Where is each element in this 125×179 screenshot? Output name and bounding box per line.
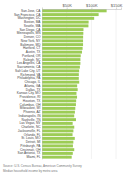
tick-mark — [67, 8, 68, 10]
tick: $50K — [63, 3, 73, 10]
bar — [42, 36, 83, 39]
grid-line — [66, 9, 67, 159]
bar — [42, 107, 75, 110]
axis-line — [42, 10, 43, 160]
bar — [42, 17, 94, 20]
chart: $50K $100K $150K San Jose, CASan Francisco,… — [0, 0, 125, 179]
bar — [42, 21, 89, 24]
bar — [42, 32, 83, 35]
bar — [42, 126, 74, 129]
bar — [42, 43, 83, 46]
tick-label: $50K — [63, 3, 73, 8]
grid — [67, 9, 116, 159]
bar — [42, 39, 83, 42]
bar — [42, 54, 81, 57]
tick-label: $100K — [86, 3, 98, 8]
bar — [42, 81, 79, 84]
bar — [42, 144, 73, 147]
bar — [42, 133, 73, 136]
bar — [42, 141, 73, 144]
bar — [42, 92, 76, 95]
bar — [42, 88, 78, 91]
axis-line — [43, 8, 122, 10]
bar — [42, 152, 73, 155]
bar — [42, 114, 74, 117]
bar — [42, 69, 79, 72]
bar — [42, 62, 80, 65]
bar — [42, 137, 75, 140]
bar — [42, 84, 77, 87]
plot: $50K $100K $150K San Jose, CASan Francisco,… — [14, 3, 123, 160]
grid-line — [116, 9, 117, 159]
bar — [42, 156, 72, 159]
bar — [42, 118, 76, 121]
bar — [42, 129, 73, 132]
bars — [42, 9, 107, 158]
tick-label: $150K — [111, 3, 123, 8]
tick-mark — [116, 8, 117, 10]
bar — [42, 103, 76, 106]
tick: Miami, FL — [27, 155, 43, 159]
bar — [42, 24, 88, 27]
bar — [42, 58, 80, 61]
bar — [42, 111, 75, 114]
footer: Source: U.S. Census Bureau, American Com… — [3, 164, 82, 173]
grid-line — [91, 9, 92, 159]
bar — [42, 47, 83, 50]
bar — [42, 9, 107, 12]
bar — [42, 28, 83, 31]
tick-mark — [91, 8, 92, 10]
x-axis: $50K $100K $150K — [43, 3, 123, 10]
bar — [42, 77, 79, 80]
bar — [42, 13, 99, 16]
y-axis: San Jose, CASan Francisco, CAWashington,… — [14, 9, 43, 160]
bar — [42, 99, 76, 102]
bar — [42, 96, 77, 99]
bar — [42, 73, 79, 76]
annotation: Source: U.S. Census Bureau, American Com… — [3, 164, 82, 168]
bar — [42, 51, 82, 54]
bar — [42, 66, 80, 69]
tick-label: Miami, FL — [27, 155, 41, 159]
annotation: Median household income by metro area — [3, 169, 58, 173]
tick: $150K — [111, 3, 123, 10]
tick: $100K — [86, 3, 98, 10]
bar — [42, 122, 73, 125]
bar — [42, 148, 74, 151]
